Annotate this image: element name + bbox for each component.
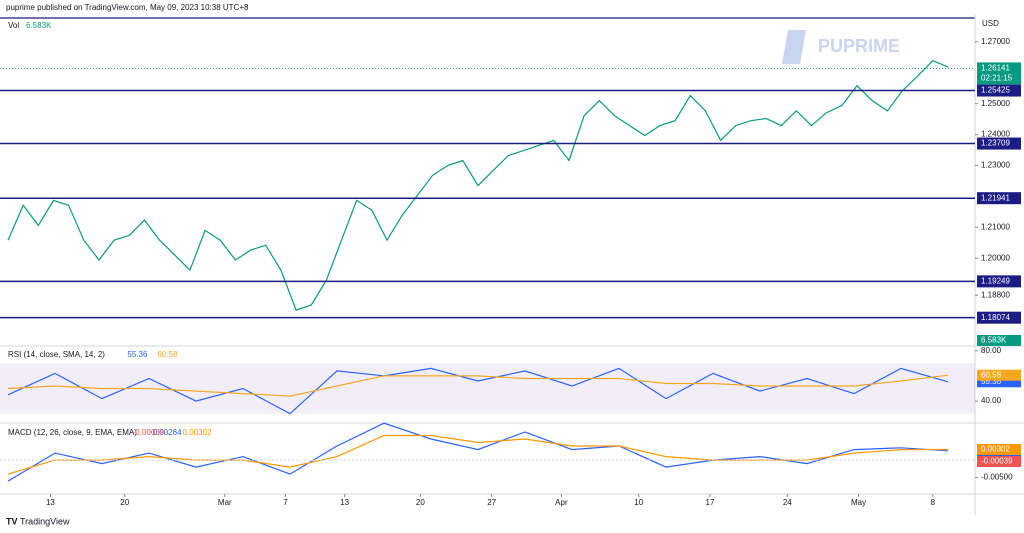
y-tick-label: 40.00 [981, 396, 1002, 405]
level-label: 1.25425 [981, 86, 1010, 95]
x-tick-label: 27 [487, 498, 496, 507]
legend-value: -0.00039 [133, 428, 165, 437]
y-tick-label: 1.18800 [981, 290, 1010, 299]
logo: PUPRIME [782, 30, 900, 64]
y-tick-label: 80.00 [981, 346, 1002, 355]
footer: TradingView [20, 516, 70, 526]
currency: USD [982, 19, 999, 28]
x-tick-label: Apr [555, 498, 568, 507]
x-tick-label: 13 [46, 498, 55, 507]
indicator-line [7, 374, 949, 397]
x-tick-label: 10 [634, 498, 643, 507]
y-tick-label: 1.20000 [981, 253, 1010, 262]
price-label: 1.26141 [981, 64, 1010, 73]
volume-value: 6.583K [26, 21, 52, 30]
x-tick-label: May [851, 498, 866, 507]
level-label-bg [977, 137, 1021, 150]
logo-text: PUPRIME [818, 36, 900, 56]
y-tick-label: 1.25000 [981, 99, 1010, 108]
x-tick-label: 20 [416, 498, 425, 507]
x-tick-label: Mar [218, 498, 232, 507]
y-tick-label: 1.24000 [981, 130, 1010, 139]
price-label-bg [977, 62, 1021, 85]
level-label-bg [977, 192, 1021, 205]
axis-value-bg [977, 456, 1021, 467]
level-label: 1.23709 [981, 139, 1010, 148]
axis-value-bg [977, 443, 1021, 455]
axis-value: 55.36 [981, 377, 1002, 386]
legend-value: 55.36 [127, 350, 148, 359]
x-tick-label: 8 [931, 498, 936, 507]
price-line [7, 59, 949, 311]
legend-value: 0.00302 [183, 428, 212, 437]
axis-value: -0.00039 [981, 457, 1013, 466]
x-tick-label: 24 [783, 498, 792, 507]
axis-value-bg [977, 376, 1021, 388]
level-label-bg [977, 84, 1021, 97]
pane-title: MACD (12, 26, close, 9, EMA, EMA) [8, 428, 137, 437]
level-label: 1.18074 [981, 313, 1010, 322]
volume-axis-label: 6.583K [981, 336, 1007, 345]
footer-icon: TV [6, 516, 18, 526]
level-label: 1.21941 [981, 193, 1010, 202]
axis-value: 0.00302 [981, 445, 1010, 454]
y-tick-label: 1.23000 [981, 161, 1010, 170]
countdown: 02:21:15 [981, 74, 1013, 83]
level-label: 1.19249 [981, 276, 1010, 285]
level-label-bg [977, 275, 1021, 288]
x-tick-label: 13 [340, 498, 349, 507]
axis-value: 60.58 [981, 370, 1002, 379]
y-tick-label: 1.21000 [981, 222, 1010, 231]
x-tick-label: 17 [706, 498, 715, 507]
rsi-band [0, 363, 975, 414]
x-tick-label: 7 [283, 498, 288, 507]
header: puprime published on TradingView.com, Ma… [6, 3, 249, 12]
legend-value: 0.00264 [153, 428, 182, 437]
pane-title: RSI (14, close, SMA, 14, 2) [8, 350, 105, 359]
level-label-bg [977, 311, 1021, 324]
y-tick-label: 1.27000 [981, 37, 1010, 46]
x-tick-label: 20 [120, 498, 129, 507]
volume-label: Vol [8, 21, 19, 30]
indicator-line [7, 434, 949, 475]
legend-value: 60.58 [157, 350, 178, 359]
logo-mark [782, 30, 806, 64]
volume-label-bg [977, 335, 1021, 346]
y-tick-label: -0.00500 [981, 473, 1013, 482]
axis-value-bg [977, 369, 1021, 381]
indicator-line [7, 367, 949, 415]
